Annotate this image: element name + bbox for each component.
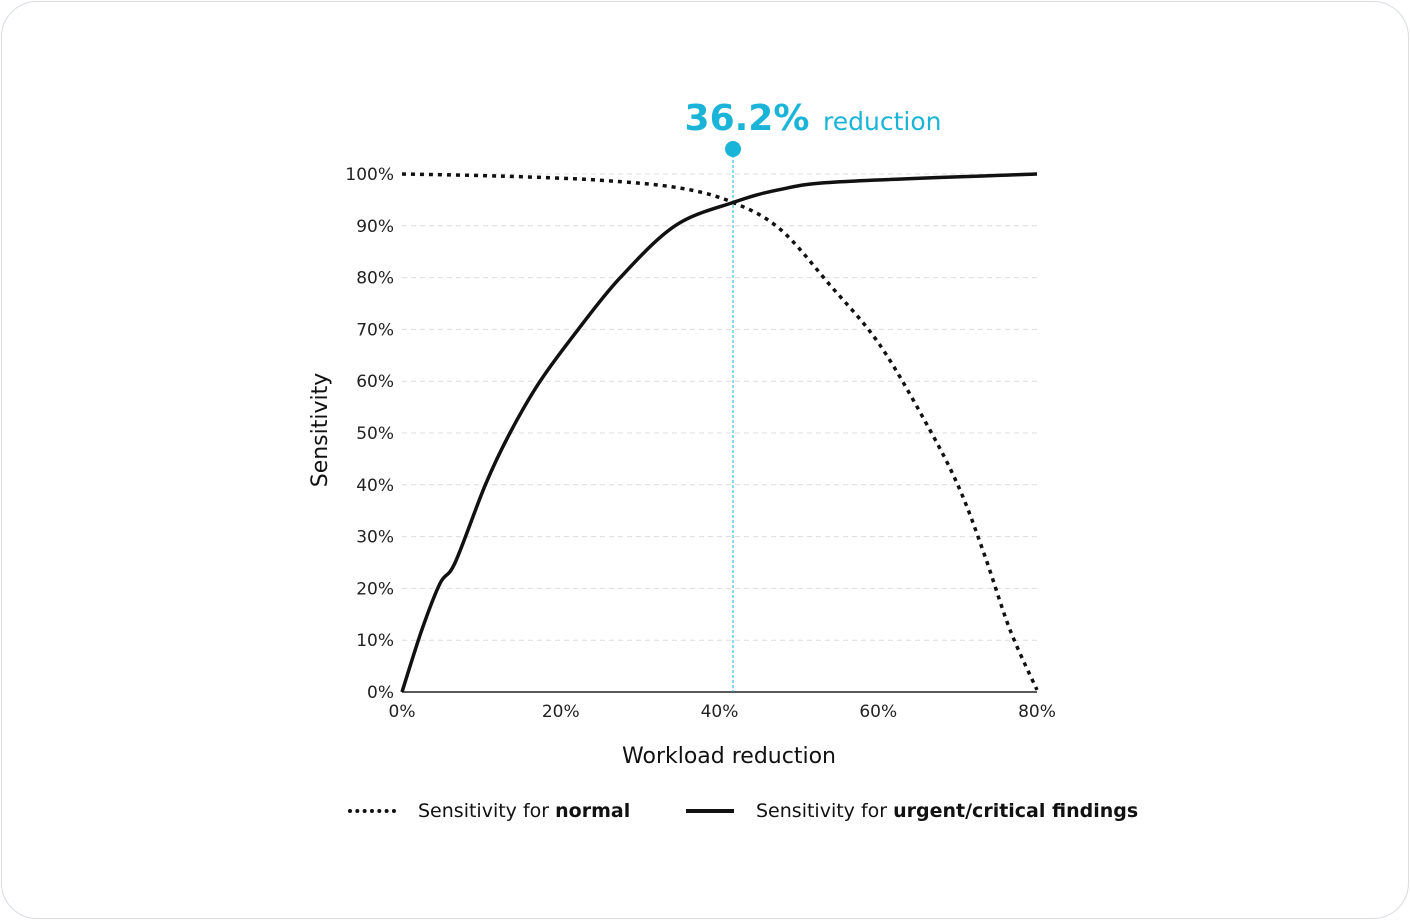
x-axis-label: Workload reduction <box>622 744 836 769</box>
series-line-urgent <box>400 172 1038 693</box>
legend-label-bold: normal <box>555 800 631 822</box>
legend-item-urgent: Sensitivity for urgent/critical findings <box>686 800 1138 822</box>
y-tick-label: 20% <box>356 579 394 599</box>
y-tick-label: 80% <box>356 269 394 289</box>
dotted-line-swatch <box>348 809 396 813</box>
y-axis-ticks: 0% 10% 20% 30% 40% 50% 60% 70% 80% 90% 100% <box>345 165 394 703</box>
y-tick-label: 40% <box>356 476 394 496</box>
annotation-value: 36.2% <box>685 98 810 139</box>
x-tick-label: 60% <box>859 702 897 722</box>
legend-label-bold: urgent/critical findings <box>893 800 1139 822</box>
x-tick-label: 20% <box>542 702 580 722</box>
y-tick-label: 60% <box>356 372 394 392</box>
x-axis-ticks: 0% 20% 40% 60% 80% <box>389 702 1056 722</box>
y-tick-label: 100% <box>345 165 394 185</box>
x-tick-label: 0% <box>389 702 416 722</box>
annotation-marker <box>724 141 741 157</box>
series-line-normal <box>401 172 1039 691</box>
annotation-label: 36.2% reduction <box>685 98 942 139</box>
y-tick-label: 0% <box>367 683 394 703</box>
x-tick-label: 40% <box>701 702 739 722</box>
y-tick-label: 90% <box>356 217 394 237</box>
y-tick-label: 10% <box>356 631 394 651</box>
legend-item-normal: Sensitivity for normal <box>348 800 630 822</box>
y-tick-label: 50% <box>356 424 394 444</box>
y-tick-label: 70% <box>356 320 394 340</box>
legend-label-prefix: Sensitivity for <box>418 800 556 822</box>
x-tick-label: 80% <box>1018 702 1056 722</box>
legend-label-prefix: Sensitivity for <box>756 800 894 822</box>
grid-lines <box>402 173 1037 641</box>
series-group <box>400 172 1039 693</box>
y-tick-label: 30% <box>356 528 394 548</box>
y-axis-label: Sensitivity <box>308 373 333 488</box>
solid-line-swatch <box>686 809 734 813</box>
annotation-text: reduction <box>823 107 941 136</box>
